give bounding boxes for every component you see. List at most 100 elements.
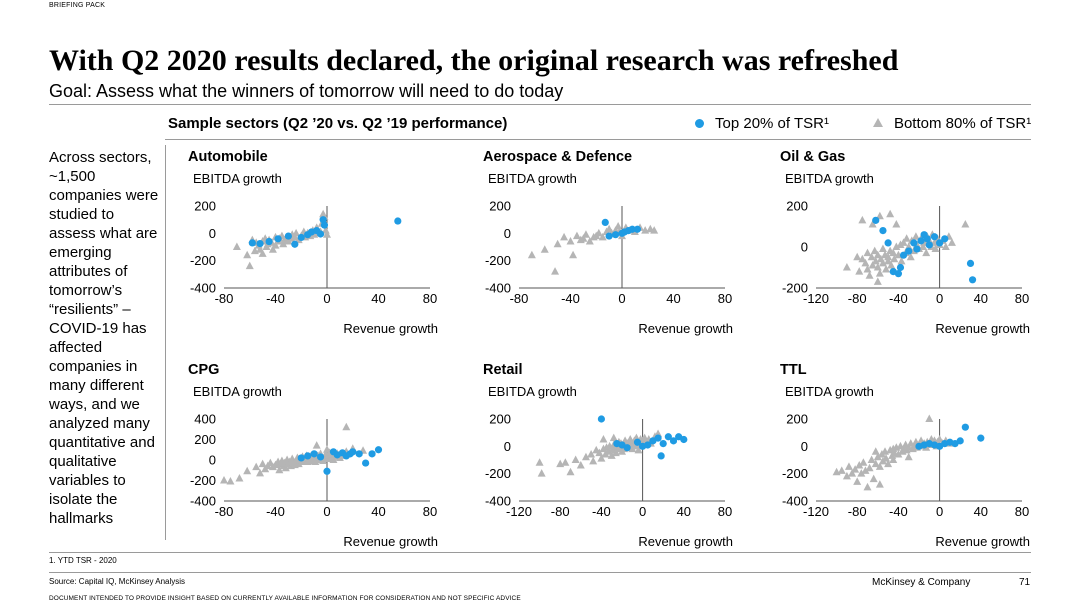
- bottom-tsr-point: [892, 242, 901, 250]
- bottom-tsr-point: [611, 448, 620, 457]
- disclaimer: DOCUMENT INTENDED TO PROVIDE INSIGHT BAS…: [49, 595, 521, 602]
- x-axis-label: Revenue growth: [638, 534, 733, 549]
- x-axis-label: Revenue growth: [638, 321, 733, 336]
- x-tick-label: 40: [677, 504, 691, 519]
- top-tsr-point: [628, 225, 636, 233]
- bottom-tsr-point: [899, 238, 908, 246]
- bottom-tsr-point: [220, 476, 228, 484]
- side-divider: [165, 145, 166, 540]
- top-tsr-point: [930, 233, 939, 241]
- top-tsr-point: [368, 450, 376, 458]
- x-tick-label: -80: [215, 291, 234, 306]
- top-tsr-point: [917, 237, 925, 245]
- x-tick-label: 80: [1015, 291, 1029, 306]
- bottom-tsr-point: [614, 222, 623, 230]
- bottom-tsr-point: [226, 477, 235, 485]
- bottom-tsr-point: [232, 242, 241, 250]
- bottom-tsr-point: [897, 256, 906, 265]
- bottom-tsr-point: [871, 459, 880, 468]
- bottom-tsr-point: [865, 463, 874, 472]
- y-tick-label: 400: [194, 412, 216, 427]
- bottom-tsr-point: [551, 267, 560, 275]
- bottom-tsr-point: [553, 239, 562, 248]
- bottom-tsr-point: [604, 447, 613, 455]
- page-number: 71: [1019, 577, 1031, 588]
- bottom-tsr-point: [245, 261, 254, 270]
- bottom-tsr-point: [268, 245, 277, 253]
- top-tsr-point: [310, 450, 318, 458]
- top-tsr-point: [319, 216, 327, 224]
- top-tsr-point: [894, 270, 903, 278]
- x-tick-label: 40: [974, 504, 988, 519]
- x-tick-label: 40: [974, 291, 988, 306]
- bottom-tsr-point: [858, 215, 867, 224]
- top-tsr-point: [297, 454, 305, 462]
- y-tick-label: 200: [786, 199, 808, 214]
- x-tick-label: 0: [618, 291, 625, 306]
- bottom-tsr-point: [868, 219, 877, 228]
- top-tsr-point: [611, 231, 620, 239]
- bottom-tsr-point: [925, 414, 934, 422]
- y-tick-label: 0: [504, 439, 511, 454]
- y-tick-label: 200: [489, 412, 511, 427]
- y-tick-label: -200: [782, 466, 808, 481]
- chart-retail: Retail EBITDA growth Revenue growth 200 0 -20…: [483, 362, 733, 549]
- y-tick-label: 200: [194, 199, 216, 214]
- bottom-tsr-point: [873, 250, 882, 259]
- bottom-tsr-point: [609, 433, 618, 442]
- bottom-tsr-point: [887, 260, 896, 269]
- chart-automobile: Automobile EBITDA growth Revenue growth 200…: [188, 149, 438, 336]
- bottom-tsr-point: [884, 256, 893, 265]
- bottom-tsr-point: [894, 450, 903, 458]
- bottom-tsr-point: [871, 447, 880, 455]
- top-tsr-point: [905, 247, 913, 255]
- bottom-tsr-point: [861, 466, 870, 474]
- top-tsr-point: [633, 438, 642, 446]
- y-tick-label: -200: [485, 466, 511, 481]
- bottom-tsr-point: [279, 239, 288, 248]
- bottom-tsr-point: [861, 258, 870, 267]
- top-tsr-point: [872, 216, 880, 224]
- bottom-tsr-point: [865, 271, 874, 279]
- x-tick-label: 0: [323, 291, 330, 306]
- top-tsr-point: [923, 235, 931, 243]
- bottom-tsr-point: [842, 263, 851, 271]
- bottom-tsr-point: [871, 256, 880, 265]
- bottom-tsr-point: [579, 234, 588, 242]
- chart-title: CPG: [188, 362, 219, 378]
- top-tsr-point: [936, 239, 944, 247]
- x-tick-label: 80: [718, 504, 732, 519]
- bottom-tsr-point: [875, 462, 884, 470]
- top-tsr-point: [961, 423, 969, 431]
- bottom-tsr-point: [258, 249, 267, 257]
- top-tsr-point: [659, 440, 667, 448]
- bottom-tsr-point: [857, 469, 866, 477]
- top-tsr-point: [304, 452, 312, 460]
- y-tick-label: 0: [209, 453, 216, 468]
- x-tick-label: 80: [1015, 504, 1029, 519]
- bottom-tsr-point: [535, 458, 544, 466]
- bottom-tsr-point: [919, 242, 928, 250]
- y-tick-label: -200: [190, 253, 216, 268]
- top-tsr-point: [633, 225, 642, 233]
- x-tick-label: -40: [266, 291, 285, 306]
- bottom-tsr-point: [892, 219, 901, 228]
- x-axis-label: Revenue growth: [935, 321, 1030, 336]
- bottom-tsr-point: [911, 232, 920, 240]
- bottom-tsr-point: [941, 242, 950, 250]
- bottom-tsr-point: [882, 265, 891, 273]
- y-tick-label: -200: [485, 253, 511, 268]
- bottom-tsr-point: [844, 462, 853, 470]
- bottom-tsr-point: [585, 237, 594, 245]
- x-tick-label: -40: [889, 504, 908, 519]
- bottom-tsr-point: [235, 473, 244, 482]
- x-tick-label: 80: [423, 504, 437, 519]
- top-tsr-point: [284, 232, 292, 240]
- bottom-tsr-point: [527, 250, 536, 259]
- top-tsr-point: [664, 433, 672, 441]
- x-tick-label: 0: [936, 291, 943, 306]
- bottom-tsr-point: [323, 445, 331, 453]
- bottom-tsr-point: [252, 462, 261, 471]
- chart-title: TTL: [780, 362, 807, 378]
- bottom-tsr-point: [256, 468, 265, 477]
